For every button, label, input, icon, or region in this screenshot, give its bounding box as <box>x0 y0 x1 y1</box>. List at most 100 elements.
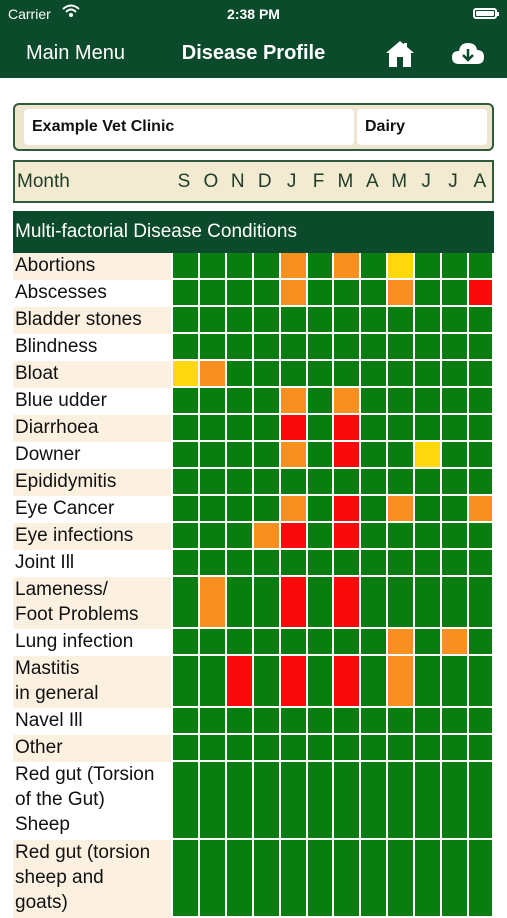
risk-cell <box>306 629 332 656</box>
risk-cell <box>171 307 198 334</box>
risk-cell <box>386 361 413 388</box>
risk-cell <box>359 253 386 280</box>
risk-cell <box>332 708 359 735</box>
risk-cell <box>386 840 413 918</box>
risk-cell <box>198 840 225 918</box>
cloud-download-icon[interactable] <box>451 38 485 70</box>
risk-cell <box>440 523 467 550</box>
risk-cell <box>279 550 306 577</box>
disease-label[interactable]: Other <box>13 735 171 762</box>
risk-cell <box>306 469 332 496</box>
risk-cell <box>440 577 467 629</box>
month-letter: A <box>473 171 487 192</box>
risk-cell <box>332 361 359 388</box>
risk-cell <box>440 388 467 415</box>
risk-cell <box>332 762 359 840</box>
risk-cell <box>225 523 252 550</box>
disease-label[interactable]: Mastitis in general <box>13 656 171 708</box>
disease-label[interactable]: Red gut (Torsion of the Gut) Sheep <box>13 762 171 840</box>
main-menu-button[interactable]: Main Menu <box>26 42 125 64</box>
risk-cell <box>306 253 332 280</box>
risk-cell <box>467 523 494 550</box>
month-letter: F <box>312 171 325 192</box>
risk-cell <box>413 496 440 523</box>
risk-cell <box>198 307 225 334</box>
disease-label[interactable]: Lung infection <box>13 629 171 656</box>
risk-cell <box>332 656 359 708</box>
risk-cell <box>225 361 252 388</box>
disease-label[interactable]: Blue udder <box>13 388 171 415</box>
risk-cell <box>413 469 440 496</box>
risk-cell <box>198 523 225 550</box>
month-letter: M <box>391 171 408 192</box>
risk-cell <box>171 415 198 442</box>
risk-cell <box>252 496 279 523</box>
disease-label[interactable]: Abscesses <box>13 280 171 307</box>
disease-label[interactable]: Abortions <box>13 253 171 280</box>
risk-cell <box>359 334 386 361</box>
disease-label[interactable]: Bladder stones <box>13 307 171 334</box>
risk-cell <box>198 577 225 629</box>
risk-cell <box>279 388 306 415</box>
risk-cell <box>171 840 198 918</box>
risk-cell <box>306 334 332 361</box>
disease-label[interactable]: Epididymitis <box>13 469 171 496</box>
risk-cell <box>198 280 225 307</box>
risk-cell <box>467 708 494 735</box>
risk-cell <box>332 469 359 496</box>
risk-cell <box>413 550 440 577</box>
risk-cell <box>279 735 306 762</box>
risk-cell <box>171 523 198 550</box>
risk-cell <box>386 442 413 469</box>
month-letter: J <box>421 171 431 192</box>
risk-cell <box>252 629 279 656</box>
wifi-icon <box>62 4 80 17</box>
risk-cell <box>467 550 494 577</box>
disease-label[interactable]: Navel Ill <box>13 708 171 735</box>
risk-cell <box>359 415 386 442</box>
risk-cell <box>171 280 198 307</box>
risk-cell <box>306 708 332 735</box>
month-letter: S <box>177 171 191 192</box>
risk-cell <box>440 762 467 840</box>
disease-label[interactable]: Diarrhoea <box>13 415 171 442</box>
risk-cell <box>440 840 467 918</box>
risk-cell <box>386 334 413 361</box>
risk-cell <box>386 656 413 708</box>
risk-cell <box>279 415 306 442</box>
risk-cell <box>306 550 332 577</box>
risk-cell <box>467 361 494 388</box>
disease-label[interactable]: Downer <box>13 442 171 469</box>
disease-label[interactable]: Eye infections <box>13 523 171 550</box>
disease-label[interactable]: Red gut (torsion sheep and goats) <box>13 840 171 918</box>
disease-label[interactable]: Bloat <box>13 361 171 388</box>
risk-cell <box>359 442 386 469</box>
risk-cell <box>440 280 467 307</box>
risk-cell <box>413 388 440 415</box>
risk-cell <box>386 280 413 307</box>
risk-cell <box>279 361 306 388</box>
disease-label[interactable]: Lameness/Foot Problems <box>13 577 171 629</box>
risk-cell <box>413 415 440 442</box>
risk-cell <box>332 496 359 523</box>
month-letter: M <box>337 171 354 192</box>
risk-cell <box>332 735 359 762</box>
risk-cell <box>225 388 252 415</box>
risk-cell <box>440 550 467 577</box>
month-letter: N <box>230 171 245 192</box>
disease-label[interactable]: Joint Ill <box>13 550 171 577</box>
clinic-name-field[interactable]: Example Vet Clinic <box>24 109 354 145</box>
risk-cell <box>171 577 198 629</box>
disease-label[interactable]: Eye Cancer <box>13 496 171 523</box>
risk-cell <box>198 629 225 656</box>
risk-cell <box>440 334 467 361</box>
disease-label[interactable]: Blindness <box>13 334 171 361</box>
risk-cell <box>198 361 225 388</box>
risk-cell <box>198 762 225 840</box>
farm-type-field[interactable]: Dairy <box>357 109 487 145</box>
risk-cell <box>225 334 252 361</box>
risk-cell <box>440 253 467 280</box>
page-title: Disease Profile <box>181 42 326 64</box>
risk-cell <box>279 307 306 334</box>
home-icon[interactable] <box>384 38 416 70</box>
